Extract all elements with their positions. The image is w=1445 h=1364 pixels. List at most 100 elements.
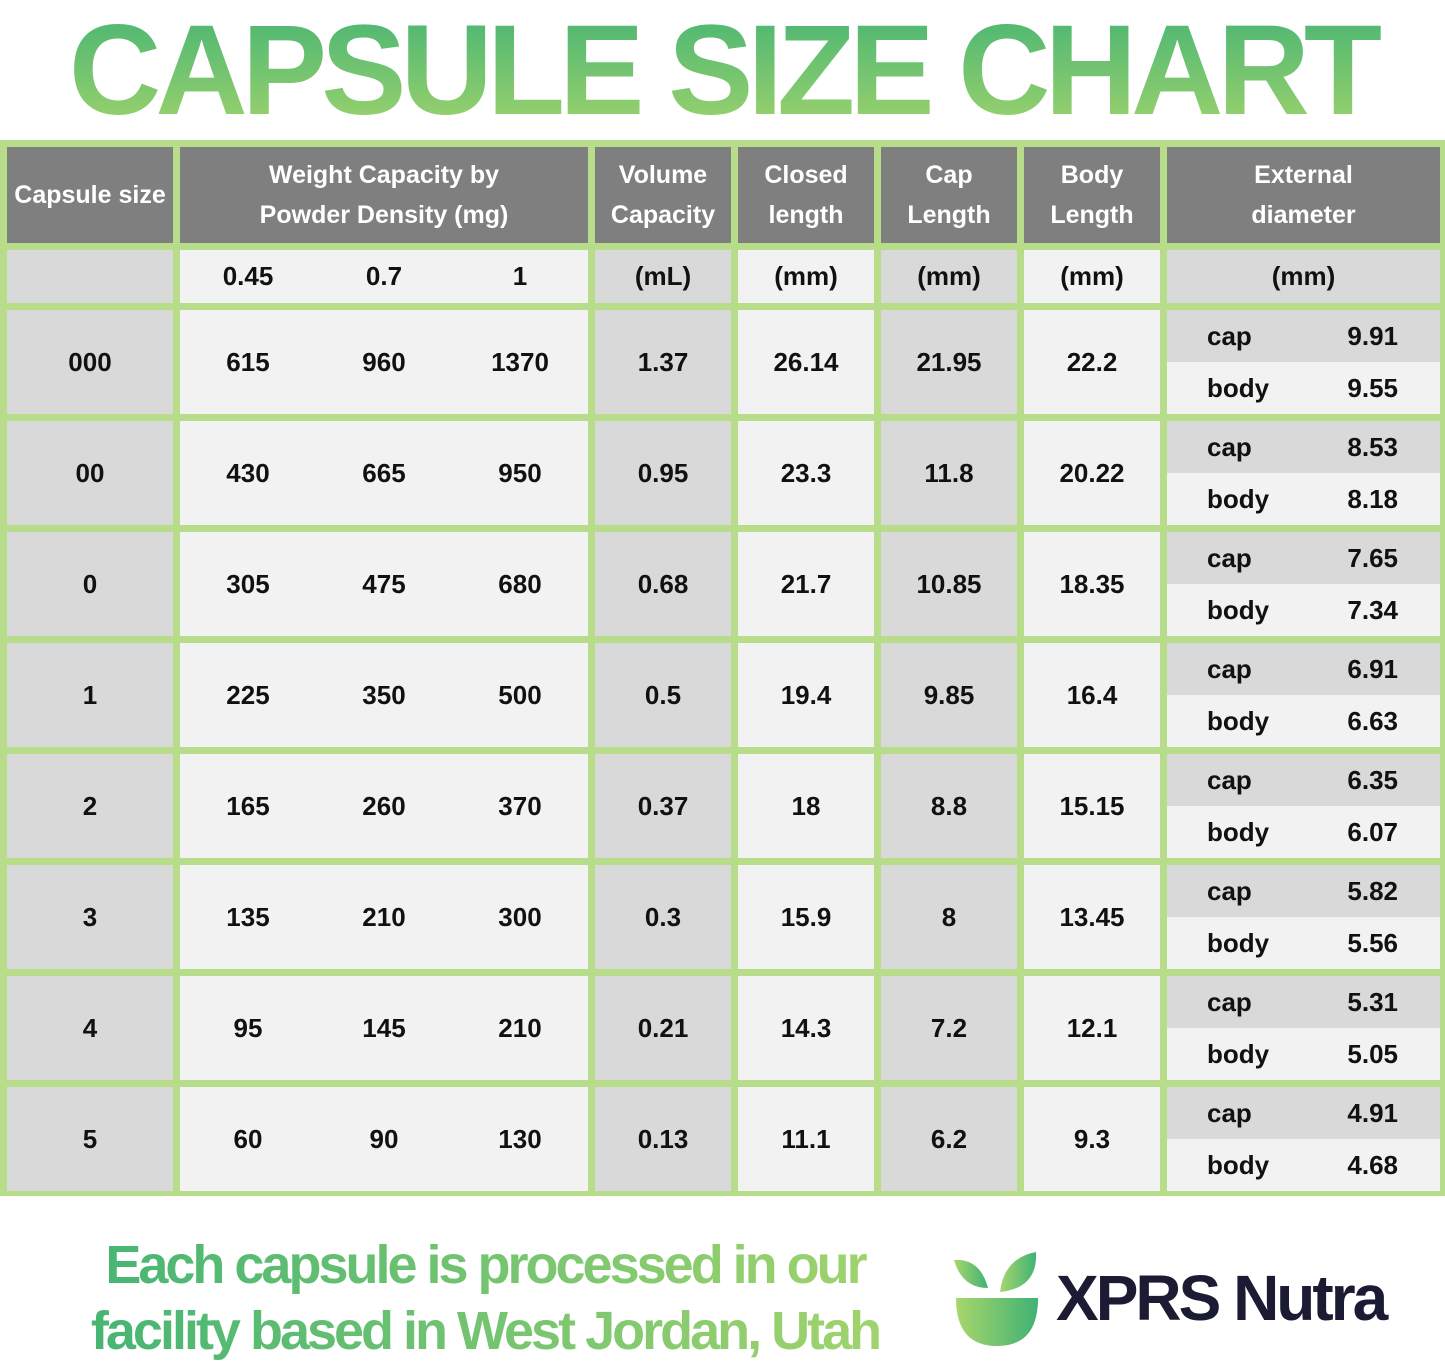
closed-unit: (mm) [738,250,874,303]
header-external-diameter: External diameter [1167,147,1440,243]
closed-length-cell: 14.3 [738,976,874,1080]
closed-length-cell: 26.14 [738,310,874,414]
volume-cell: 0.37 [595,754,731,858]
diameter-value: 7.65 [1347,542,1398,573]
weight-value: 145 [362,1012,406,1043]
weight-capacity-cell: 165 260 370 [180,754,588,858]
body-length-cell: 16.4 [1024,643,1160,747]
diameter-value: 4.68 [1347,1149,1398,1180]
closed-length-cell: 15.9 [738,865,874,969]
header-capsule-size: Capsule size [7,147,173,243]
leaf-bowl-icon [954,1252,1038,1346]
external-diameter-cell: cap 5.82 body 5.56 [1167,865,1440,969]
diameter-cap-row: cap 6.91 [1167,643,1440,695]
capsule-size-cell: 2 [7,754,173,858]
external-diameter-cell: cap 6.91 body 6.63 [1167,643,1440,747]
diameter-cap-row: cap 4.91 [1167,1087,1440,1139]
external-diameter-cell: cap 4.91 body 4.68 [1167,1087,1440,1191]
brand-name: XPRS Nutra [1056,1262,1388,1334]
weight-capacity-cell: 135 210 300 [180,865,588,969]
diameter-value: 8.18 [1347,483,1398,514]
diameter-label: cap [1207,431,1252,462]
footer-text: Each capsule is processed in our facilit… [20,1232,950,1364]
volume-cell: 0.3 [595,865,731,969]
weight-capacity-cell: 430 665 950 [180,421,588,525]
diameter-body-row: body 5.05 [1167,1028,1440,1080]
capsule-size-cell: 000 [7,310,173,414]
capsule-size-cell: 0 [7,532,173,636]
external-diameter-cell: cap 6.35 body 6.07 [1167,754,1440,858]
diameter-cap-row: cap 6.35 [1167,754,1440,806]
weight-value: 370 [498,790,542,821]
diameter-body-row: body 6.63 [1167,695,1440,747]
diameter-value: 9.91 [1347,320,1398,351]
cap-length-cell: 21.95 [881,310,1017,414]
diameter-cap-row: cap 9.91 [1167,310,1440,362]
cap-length-cell: 8.8 [881,754,1017,858]
diameter-label: cap [1207,986,1252,1017]
closed-length-cell: 21.7 [738,532,874,636]
diameter-label: body [1207,705,1270,736]
weight-value: 680 [498,568,542,599]
cap-length-cell: 7.2 [881,976,1017,1080]
cap-unit: (mm) [881,250,1017,303]
weight-value: 135 [226,901,270,932]
diameter-label: body [1207,1149,1270,1180]
diameter-body-row: body 7.34 [1167,584,1440,636]
weight-value: 210 [362,901,406,932]
cap-length-cell: 11.8 [881,421,1017,525]
diameter-value: 9.55 [1347,372,1398,403]
body-length-cell: 13.45 [1024,865,1160,969]
diameter-value: 8.53 [1347,431,1398,462]
weight-value: 305 [226,568,270,599]
weight-capacity-cell: 95 145 210 [180,976,588,1080]
volume-cell: 0.95 [595,421,731,525]
weight-value: 475 [362,568,406,599]
diameter-label: cap [1207,653,1252,684]
diameter-value: 6.91 [1347,653,1398,684]
weight-capacity-cell: 60 90 130 [180,1087,588,1191]
diameter-unit: (mm) [1167,250,1440,303]
diameter-body-row: body 8.18 [1167,473,1440,525]
external-diameter-cell: cap 8.53 body 8.18 [1167,421,1440,525]
header-closed-length: Closed length [738,147,874,243]
weight-value: 210 [498,1012,542,1043]
diameter-label: body [1207,594,1270,625]
diameter-cap-row: cap 7.65 [1167,532,1440,584]
footer-line-2: facility based in West Jordan, Utah [90,1301,880,1361]
weight-value: 60 [233,1123,263,1154]
diameter-value: 6.63 [1347,705,1398,736]
units-empty-cell [7,250,173,303]
diameter-label: body [1207,1038,1270,1069]
diameter-body-row: body 5.56 [1167,917,1440,969]
external-diameter-cell: cap 5.31 body 5.05 [1167,976,1440,1080]
density-value: 0.7 [365,261,403,291]
density-value: 1 [512,261,528,291]
closed-length-cell: 19.4 [738,643,874,747]
volume-cell: 0.13 [595,1087,731,1191]
volume-cell: 0.21 [595,976,731,1080]
capsule-size-cell: 1 [7,643,173,747]
volume-cell: 1.37 [595,310,731,414]
weight-value: 665 [362,457,406,488]
weight-value: 960 [362,346,406,377]
weight-capacity-cell: 305 475 680 [180,532,588,636]
header-volume-capacity: Volume Capacity [595,147,731,243]
diameter-label: body [1207,483,1270,514]
closed-length-cell: 11.1 [738,1087,874,1191]
diameter-label: cap [1207,875,1252,906]
weight-value: 165 [226,790,270,821]
volume-unit: (mL) [595,250,731,303]
brand-logo: XPRS Nutra [950,1248,1388,1348]
cap-length-cell: 6.2 [881,1087,1017,1191]
external-diameter-cell: cap 9.91 body 9.55 [1167,310,1440,414]
weight-value: 615 [226,346,270,377]
capsule-size-table: Capsule size Weight Capacity by Powder D… [0,140,1445,1196]
capsule-size-cell: 5 [7,1087,173,1191]
diameter-label: cap [1207,1097,1252,1128]
body-length-cell: 9.3 [1024,1087,1160,1191]
weight-value: 95 [233,1012,263,1043]
diameter-label: cap [1207,764,1252,795]
closed-length-cell: 18 [738,754,874,858]
page-title: CAPSULE SIZE CHART [0,0,1445,146]
